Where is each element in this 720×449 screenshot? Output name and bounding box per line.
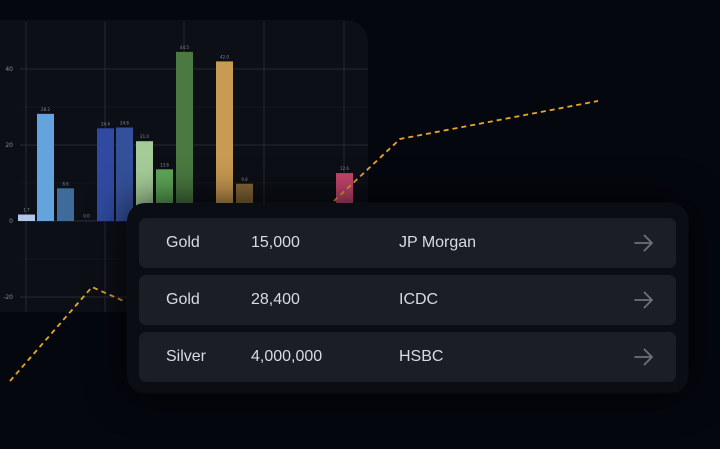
chart-bar — [216, 61, 233, 222]
chart-bar — [136, 141, 153, 221]
bar-value-label: 0.0 — [83, 213, 90, 218]
arrow-right-icon[interactable] — [634, 348, 654, 366]
arrow-right-icon[interactable] — [634, 234, 654, 252]
holding-metal: Silver — [166, 348, 207, 365]
y-tick-label: 40 — [5, 66, 13, 73]
bar-value-label: 24.6 — [120, 121, 129, 126]
y-tick-label: 20 — [5, 142, 13, 149]
bar-value-label: 28.2 — [41, 107, 50, 112]
bar-value-label: 12.6 — [340, 166, 349, 171]
bar-value-label: 13.6 — [160, 162, 169, 167]
bar-value-label: 9.8 — [241, 177, 248, 182]
chart-bar — [116, 127, 133, 221]
holding-amount: 4,000,000 — [251, 348, 323, 365]
holding-metal: Gold — [166, 291, 200, 308]
chart-bar — [18, 214, 35, 221]
arrow-right-icon[interactable] — [634, 291, 654, 309]
y-tick-label: 0 — [9, 218, 13, 225]
y-tick-label: -20 — [3, 294, 13, 301]
holding-bank: JP Morgan — [399, 234, 477, 251]
bar-value-label: 44.5 — [180, 45, 189, 50]
holding-amount: 28,400 — [251, 291, 300, 308]
holdings-card: Gold 15,000 JP Morgan Gold 28,400 ICDC S… — [127, 203, 688, 393]
trend-line-segment-right — [333, 100, 599, 202]
holding-metal: Gold — [166, 234, 200, 251]
chart-bar — [97, 128, 114, 221]
chart-bar — [78, 220, 95, 221]
chart-bar — [176, 51, 193, 222]
holding-bank: HSBC — [399, 348, 444, 365]
chart-bar — [37, 113, 54, 221]
bar-chart: 40 20 0 -20 1.7 28.2 8.6 0.0 24.4 24.6 21.0 13.6 44… — [3, 22, 368, 312]
holding-row[interactable]: Gold 15,000 JP Morgan — [139, 218, 676, 268]
bar-value-label: 42.0 — [220, 54, 229, 59]
chart-bar — [57, 188, 74, 221]
bar-value-label: 1.7 — [23, 208, 30, 213]
holding-row[interactable]: Silver 4,000,000 HSBC — [139, 332, 676, 382]
bar-value-label: 24.4 — [101, 121, 110, 126]
bar-value-label: 8.6 — [62, 181, 69, 186]
bar-value-label: 21.0 — [140, 134, 149, 139]
holding-bank: ICDC — [399, 291, 439, 308]
holding-row[interactable]: Gold 28,400 ICDC — [139, 275, 676, 325]
holding-amount: 15,000 — [251, 234, 300, 251]
